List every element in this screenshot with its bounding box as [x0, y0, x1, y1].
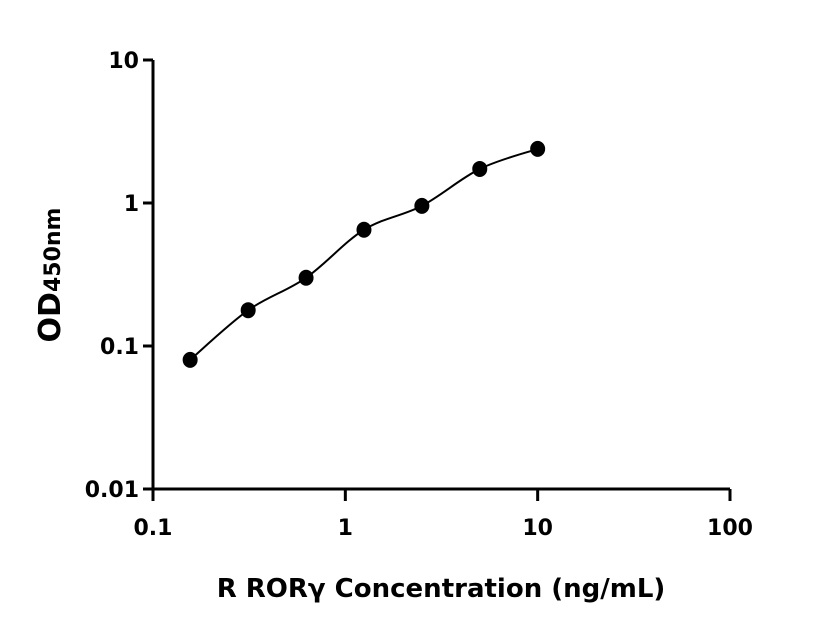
data-point — [472, 160, 488, 177]
y-tick-label: 0.01 — [85, 478, 139, 503]
y-axis-title-subscript: 450nm — [41, 208, 66, 293]
x-tick-label: 100 — [707, 516, 753, 541]
x-tick-labels: 0.1 1 10 100 — [134, 516, 753, 541]
data-point — [530, 140, 546, 157]
y-axis-title-main: OD — [33, 292, 68, 342]
y-tick-label: 10 — [108, 49, 139, 74]
y-tick-label: 1 — [124, 192, 139, 217]
y-tick-labels: 0.01 0.1 1 10 — [85, 49, 139, 503]
data-points — [182, 140, 546, 368]
x-tick-label: 1 — [338, 516, 353, 541]
data-point — [298, 269, 314, 286]
fit-curve — [189, 147, 538, 361]
y-axis-title: OD450nm — [33, 208, 68, 343]
axes — [143, 58, 732, 501]
x-tick-label: 0.1 — [134, 516, 173, 541]
y-tick-label: 0.1 — [100, 335, 139, 360]
data-point — [414, 197, 430, 214]
x-axis-title: R RORγ Concentration (ng/mL) — [217, 574, 666, 604]
x-tick-label: 10 — [522, 516, 553, 541]
data-point — [182, 351, 198, 368]
data-point — [240, 302, 256, 319]
data-point — [356, 221, 372, 238]
